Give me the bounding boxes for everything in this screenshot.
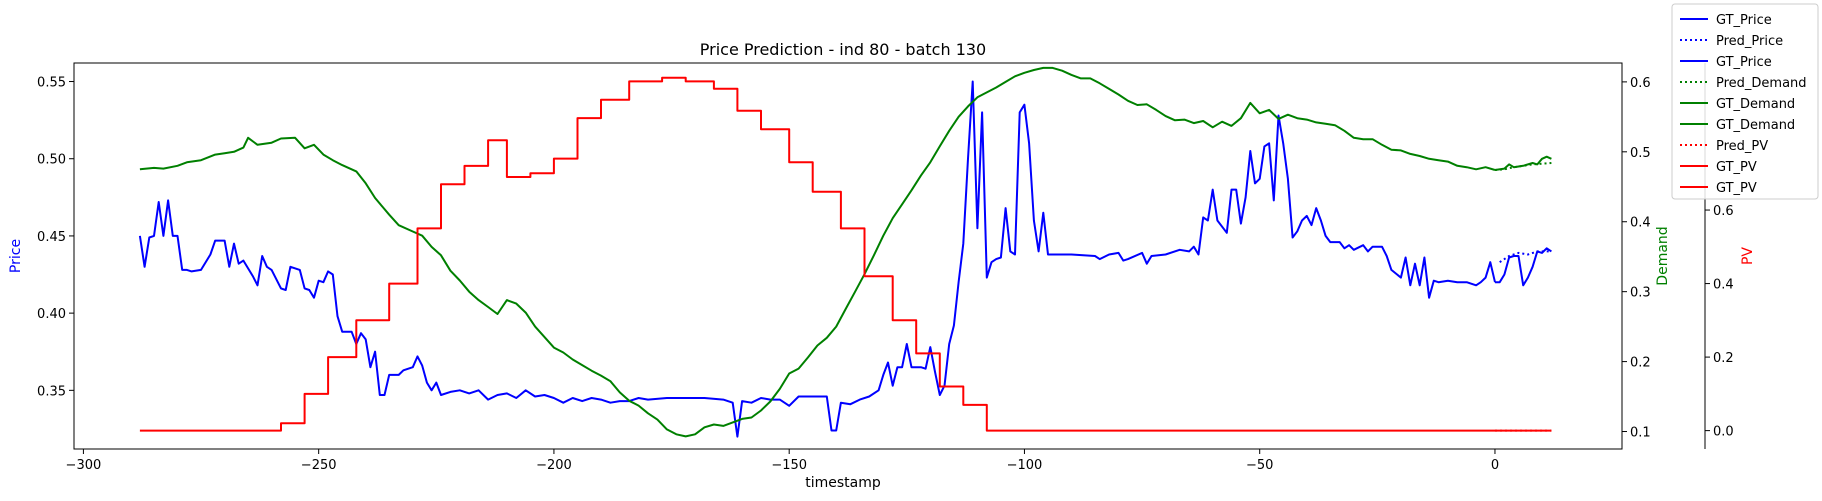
x-tick-label: 0: [1491, 458, 1499, 473]
x-tick-label: −100: [1007, 458, 1043, 473]
series-gt-demand-line: [139, 66, 1496, 438]
price-tick-label: 0.50: [37, 153, 66, 168]
legend-label: GT_Price: [1716, 55, 1772, 70]
legend-label: Pred_PV: [1716, 139, 1768, 154]
legend-label: GT_PV: [1716, 160, 1757, 175]
price-tick-label: 0.45: [37, 230, 66, 245]
demand-tick-label: 0.2: [1630, 356, 1651, 371]
x-tick-label: −200: [536, 458, 572, 473]
x-tick-label: −250: [301, 458, 337, 473]
demand-axis-label: Demand: [1655, 226, 1671, 285]
price-axis-label: Price: [8, 239, 24, 273]
price-tick-label: 0.35: [37, 384, 66, 399]
legend-box: [1671, 3, 1819, 200]
demand-tick-label: 0.3: [1630, 286, 1651, 301]
chart-title: Price Prediction - ind 80 - batch 130: [700, 40, 986, 59]
x-tick-label: −150: [771, 458, 807, 473]
legend-label: GT_Demand: [1716, 118, 1795, 133]
pv-tick-label: 0.4: [1713, 278, 1734, 293]
plot-area: −300 −250 −200 −150 −100 −50 00.350.400.450.50…: [37, 62, 1734, 473]
pv-tick-label: 0.6: [1713, 204, 1734, 219]
pv-tick-label: 0.2: [1713, 351, 1734, 366]
series-gt-price-line: [1495, 247, 1552, 287]
demand-tick-label: 0.4: [1630, 216, 1651, 231]
plot-frame: [73, 62, 1623, 450]
legend-label: GT_Demand: [1716, 97, 1795, 112]
pv-tick-label: 0.0: [1713, 425, 1734, 440]
demand-tick-label: 0.6: [1630, 76, 1651, 91]
x-tick-label: −50: [1246, 458, 1273, 473]
series-pred-price-line: [1499, 250, 1552, 264]
legend-label: GT_Price: [1716, 13, 1772, 28]
demand-tick-label: 0.1: [1630, 426, 1651, 441]
legend-label: Pred_Price: [1716, 34, 1783, 49]
series-gt-price-line: [138, 80, 1496, 438]
x-axis-label: timestamp: [805, 475, 881, 491]
price-tick-label: 0.40: [37, 307, 66, 322]
series-gt-demand-line: [1494, 155, 1552, 171]
x-tick-label: −300: [66, 458, 102, 473]
legend-label: Pred_Demand: [1716, 76, 1807, 91]
demand-tick-label: 0.5: [1630, 146, 1651, 161]
price-tick-label: 0.55: [37, 76, 66, 91]
legend-label: GT_PV: [1716, 181, 1757, 196]
legend: GT_Price Pred_Price GT_Price Pred_Demand GT_…: [1671, 3, 1819, 200]
series-gt-pv-line: [139, 76, 1495, 432]
pv-axis-label: PV: [1740, 247, 1756, 265]
